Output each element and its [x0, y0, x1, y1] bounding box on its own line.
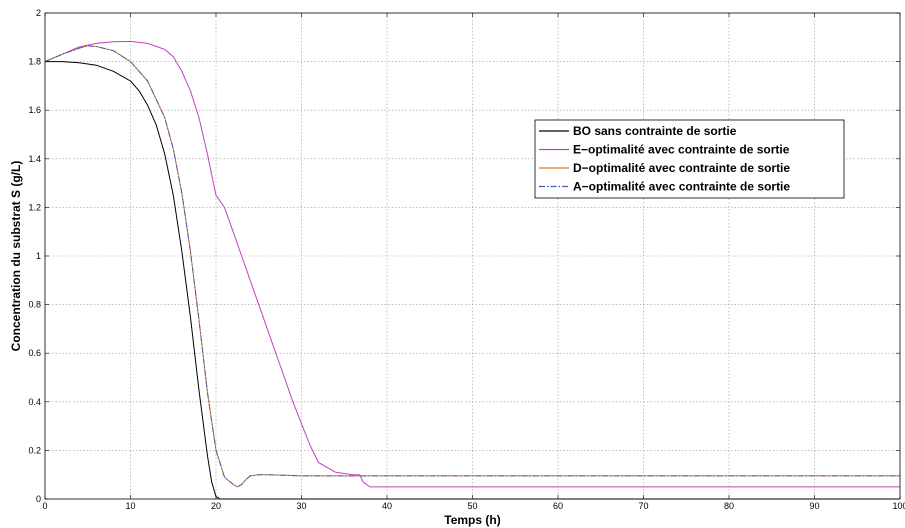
x-axis-label: Temps (h): [444, 513, 500, 527]
y-tick-label: 0.8: [28, 300, 41, 310]
y-tick-label: 1.2: [28, 202, 41, 212]
grid-lines: [45, 13, 900, 499]
y-tick-label: 2: [36, 8, 41, 18]
axis-ticks: 0 10 20 30 40 50 60 70 80 90 100 0 0.2 0.4 0.6 0.8 1 1.2 1…: [28, 8, 905, 511]
x-tick-label: 50: [467, 501, 477, 511]
y-tick-label: 1.8: [28, 57, 41, 67]
x-tick-label: 0: [42, 501, 47, 511]
x-tick-label: 70: [638, 501, 648, 511]
y-axis-label: Concentration du substrat S (g/L): [9, 161, 23, 352]
y-tick-label: 0: [36, 494, 41, 504]
y-tick-label: 0.4: [28, 397, 41, 407]
legend-label: D−optimalité avec contrainte de sortie: [573, 161, 790, 175]
x-tick-label: 30: [296, 501, 306, 511]
legend: BO sans contrainte de sortie E−optimalité…: [534, 119, 845, 199]
y-tick-label: 0.6: [28, 348, 41, 358]
legend-label: E−optimalité avec contrainte de sortie: [573, 143, 790, 157]
x-tick-label: 10: [125, 501, 135, 511]
series-line-4: [44, 45, 900, 488]
x-tick-label: 60: [553, 501, 563, 511]
x-tick-label: 40: [382, 501, 392, 511]
y-tick-label: 1.6: [28, 105, 41, 115]
x-tick-label: 90: [809, 501, 819, 511]
y-tick-label: 1: [36, 251, 41, 261]
legend-label: A−optimalité avec contrainte de sortie: [573, 180, 790, 194]
x-tick-label: 20: [211, 501, 221, 511]
legend-box: [534, 119, 845, 199]
series-line-2: [44, 40, 900, 488]
x-tick-label: 100: [892, 501, 905, 511]
y-tick-label: 0.2: [28, 445, 41, 455]
legend-label: BO sans contrainte de sortie: [573, 124, 737, 138]
y-tick-label: 1.4: [28, 154, 41, 164]
x-tick-label: 80: [724, 501, 734, 511]
